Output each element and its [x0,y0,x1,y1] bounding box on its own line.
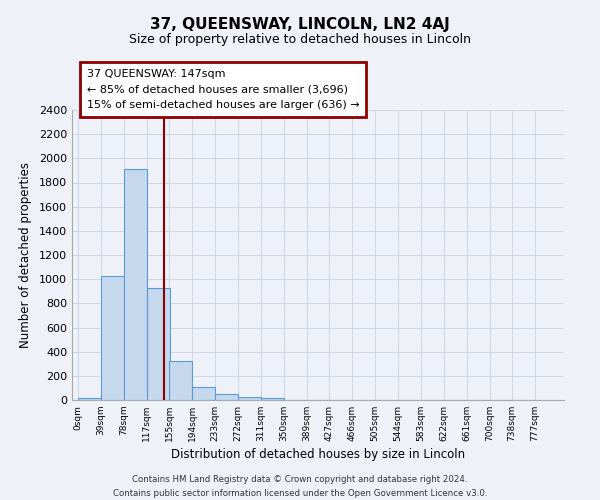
X-axis label: Distribution of detached houses by size in Lincoln: Distribution of detached houses by size … [171,448,465,461]
Bar [238,397,261,400]
Bar [215,394,238,400]
Bar [101,276,124,400]
Text: Contains HM Land Registry data © Crown copyright and database right 2024.
Contai: Contains HM Land Registry data © Crown c… [113,476,487,498]
Bar [192,386,215,400]
Bar [124,169,147,400]
Bar [261,398,284,400]
Bar [169,360,192,400]
Bar [78,398,101,400]
Text: 37 QUEENSWAY: 147sqm
← 85% of detached houses are smaller (3,696)
15% of semi-de: 37 QUEENSWAY: 147sqm ← 85% of detached h… [87,69,359,110]
Text: Size of property relative to detached houses in Lincoln: Size of property relative to detached ho… [129,32,471,46]
Y-axis label: Number of detached properties: Number of detached properties [19,162,32,348]
Bar [147,288,170,400]
Text: 37, QUEENSWAY, LINCOLN, LN2 4AJ: 37, QUEENSWAY, LINCOLN, LN2 4AJ [150,18,450,32]
